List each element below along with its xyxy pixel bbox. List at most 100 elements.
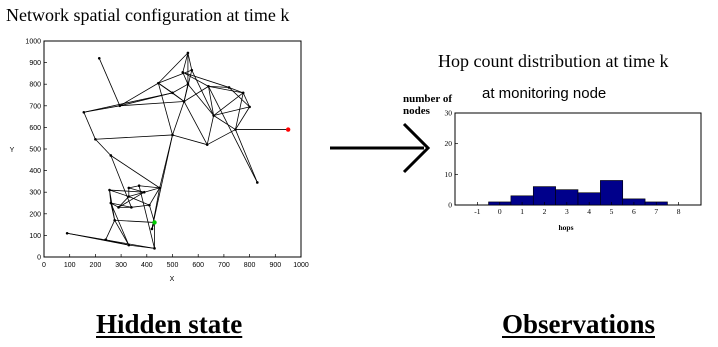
network-edge: [213, 115, 236, 130]
network-node: [171, 133, 174, 137]
histogram-y-tick-label: 10: [445, 170, 453, 179]
histogram-x-tick-label: 1: [520, 207, 524, 216]
network-node: [186, 82, 190, 86]
network-edge: [187, 52, 193, 71]
histogram-x-tick-label: 3: [565, 207, 569, 216]
network-node: [181, 71, 185, 74]
network-edge: [110, 202, 119, 208]
network-edge: [128, 187, 145, 193]
histogram-x-tick-label: 7: [654, 207, 658, 216]
network-x-ticks: 0 100 200 300 400 500 600 700 800 900 1000: [42, 254, 309, 269]
network-node: [113, 218, 116, 222]
network-node: [150, 227, 154, 231]
network-node: [137, 184, 141, 188]
histogram-y-ticks: 0 10 20 30: [445, 109, 458, 210]
network-edge: [208, 86, 215, 116]
observations-label: Observations: [502, 309, 656, 339]
histogram-x-ticks: -1 0 1 2 3 4 5 6 7 8: [474, 202, 681, 216]
network-node: [186, 51, 190, 55]
network-y-tick-label: 400: [29, 168, 41, 175]
network-y-tick-label: 700: [29, 103, 41, 110]
network-edge: [228, 87, 244, 94]
network-x-tick-label: 500: [167, 262, 179, 269]
network-node: [157, 81, 160, 85]
network-edge: [105, 220, 116, 240]
network-edge: [172, 134, 208, 146]
network-edge: [149, 187, 160, 206]
network-node: [207, 85, 210, 88]
network-y-tick-label: 300: [29, 190, 41, 197]
network-edge: [95, 134, 173, 140]
network-edge: [128, 185, 140, 189]
network-edge: [128, 191, 145, 197]
network-edge: [109, 190, 112, 204]
network-edge: [128, 196, 150, 206]
histogram-x-tick-label: 6: [632, 207, 636, 216]
histogram-y-axis-label-line-2: nodes: [403, 105, 430, 117]
network-node: [190, 68, 194, 72]
network-edge: [182, 71, 230, 88]
network-node: [158, 186, 161, 190]
network-edge: [182, 72, 189, 85]
network-edge: [208, 85, 230, 88]
network-edge: [95, 139, 112, 156]
network-x-tick-label: 800: [244, 262, 256, 269]
network-node: [82, 110, 86, 114]
network-plot-frame: [43, 40, 302, 258]
network-edge: [83, 112, 96, 140]
network-edge: [213, 106, 250, 116]
network-node: [109, 154, 113, 157]
network-y-tick-label: 800: [29, 82, 41, 89]
network-edge: [158, 82, 185, 102]
network-edge: [158, 69, 192, 84]
network-edge: [172, 101, 185, 136]
network-node: [108, 188, 111, 192]
network-node: [241, 91, 245, 95]
network-edge: [172, 83, 189, 94]
network-edge: [228, 87, 250, 108]
network-edge: [206, 115, 215, 145]
network-node: [227, 86, 231, 89]
network-edge: [242, 92, 250, 108]
histogram-y-tick-label: 30: [445, 109, 453, 118]
network-edge: [144, 187, 160, 193]
network-node: [171, 91, 174, 95]
hidden-state-label: Hidden state: [96, 309, 243, 339]
network-edge: [182, 71, 209, 87]
network-edge: [110, 155, 160, 189]
network-y-tick-label: 900: [29, 60, 41, 67]
network-node: [97, 56, 101, 60]
network-node: [142, 190, 146, 194]
network-edge: [157, 83, 173, 136]
network-edge: [182, 52, 189, 73]
network-edge: [158, 52, 189, 84]
network-node: [130, 206, 133, 209]
network-edge: [110, 202, 132, 208]
arrow-icon: [330, 122, 431, 174]
network-edge: [114, 219, 155, 223]
histogram-y-tick-label: 20: [445, 139, 453, 148]
histogram-y-axis-label-line-1: number of: [403, 93, 452, 105]
network-edge: [110, 155, 132, 208]
network-node: [127, 186, 131, 190]
network-edge: [105, 239, 129, 246]
network-edge: [191, 69, 214, 116]
network-edge: [110, 202, 116, 221]
network-edge: [118, 196, 130, 208]
network-node: [248, 105, 251, 109]
network-x-tick-label: 100: [64, 262, 76, 269]
histogram-x-tick-label: 0: [498, 207, 502, 216]
histogram-y-axis-label: number of nodes: [403, 93, 452, 117]
network-node: [94, 137, 97, 141]
network-node: [153, 247, 156, 250]
network-node: [256, 181, 259, 184]
histogram-title: Hop count distribution at time k: [438, 51, 669, 71]
network-nodes: [65, 51, 291, 250]
network-y-tick-label: 200: [29, 211, 41, 218]
network-edge: [119, 101, 185, 107]
network-x-tick-label: 1000: [293, 262, 309, 269]
histogram-x-tick-label: -1: [474, 207, 480, 216]
network-node: [205, 143, 209, 146]
network-node: [234, 128, 237, 131]
network-node: [109, 201, 113, 205]
